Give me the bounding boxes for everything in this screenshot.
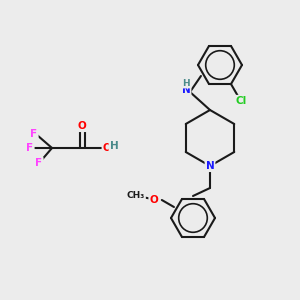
Text: F: F — [26, 143, 34, 153]
Text: Cl: Cl — [236, 96, 247, 106]
Text: O: O — [78, 121, 86, 131]
Text: F: F — [35, 158, 43, 168]
Text: H: H — [110, 141, 118, 151]
Text: CH₃: CH₃ — [127, 191, 145, 200]
Text: H: H — [182, 79, 190, 88]
Text: N: N — [206, 161, 214, 171]
Text: N: N — [182, 85, 190, 95]
Text: F: F — [30, 129, 38, 139]
Text: O: O — [103, 143, 111, 153]
Text: O: O — [149, 195, 158, 205]
